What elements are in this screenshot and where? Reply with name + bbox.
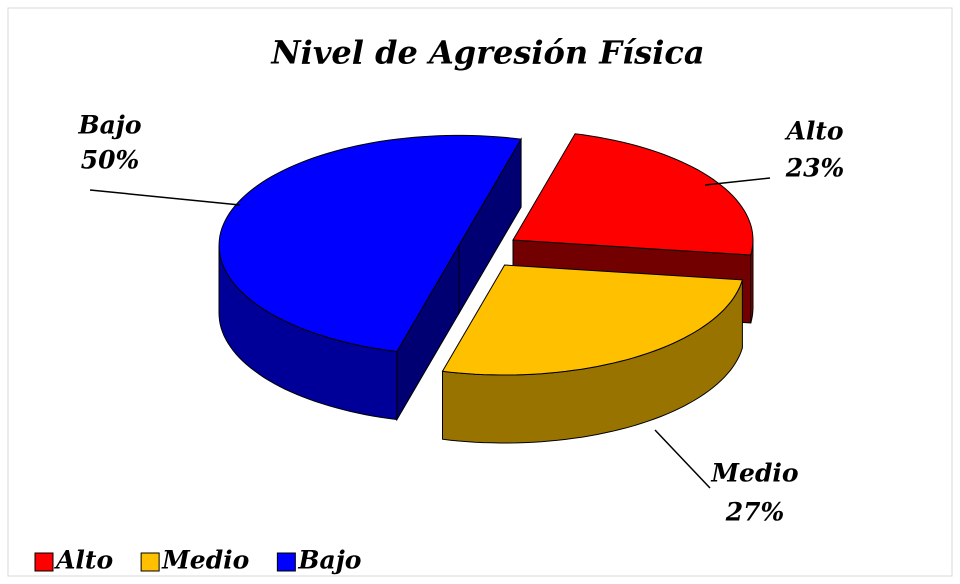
data-label: 50% bbox=[81, 146, 140, 175]
legend-swatch bbox=[140, 552, 160, 572]
data-label: 23% bbox=[785, 154, 845, 183]
data-label: 27% bbox=[725, 498, 785, 527]
data-label-category: Alto bbox=[784, 117, 843, 146]
pie-slice bbox=[218, 134, 522, 422]
leader-line bbox=[654, 429, 711, 489]
legend-swatch bbox=[34, 552, 54, 572]
slice-top bbox=[441, 264, 744, 376]
legend-label: Alto bbox=[54, 546, 113, 575]
slice-top bbox=[218, 134, 522, 353]
pie-slice bbox=[441, 264, 744, 444]
chart-title: Nivel de Agresión Física bbox=[270, 34, 704, 72]
legend-label: Medio bbox=[161, 546, 249, 575]
data-label-category: Medio bbox=[710, 459, 798, 488]
chart-frame bbox=[7, 7, 953, 577]
legend-swatch bbox=[276, 552, 296, 572]
leader-line bbox=[89, 189, 241, 206]
data-label-category: Bajo bbox=[77, 111, 141, 140]
slice-top bbox=[512, 133, 754, 256]
leader-line bbox=[704, 177, 771, 186]
legend-label: Bajo bbox=[297, 546, 361, 575]
